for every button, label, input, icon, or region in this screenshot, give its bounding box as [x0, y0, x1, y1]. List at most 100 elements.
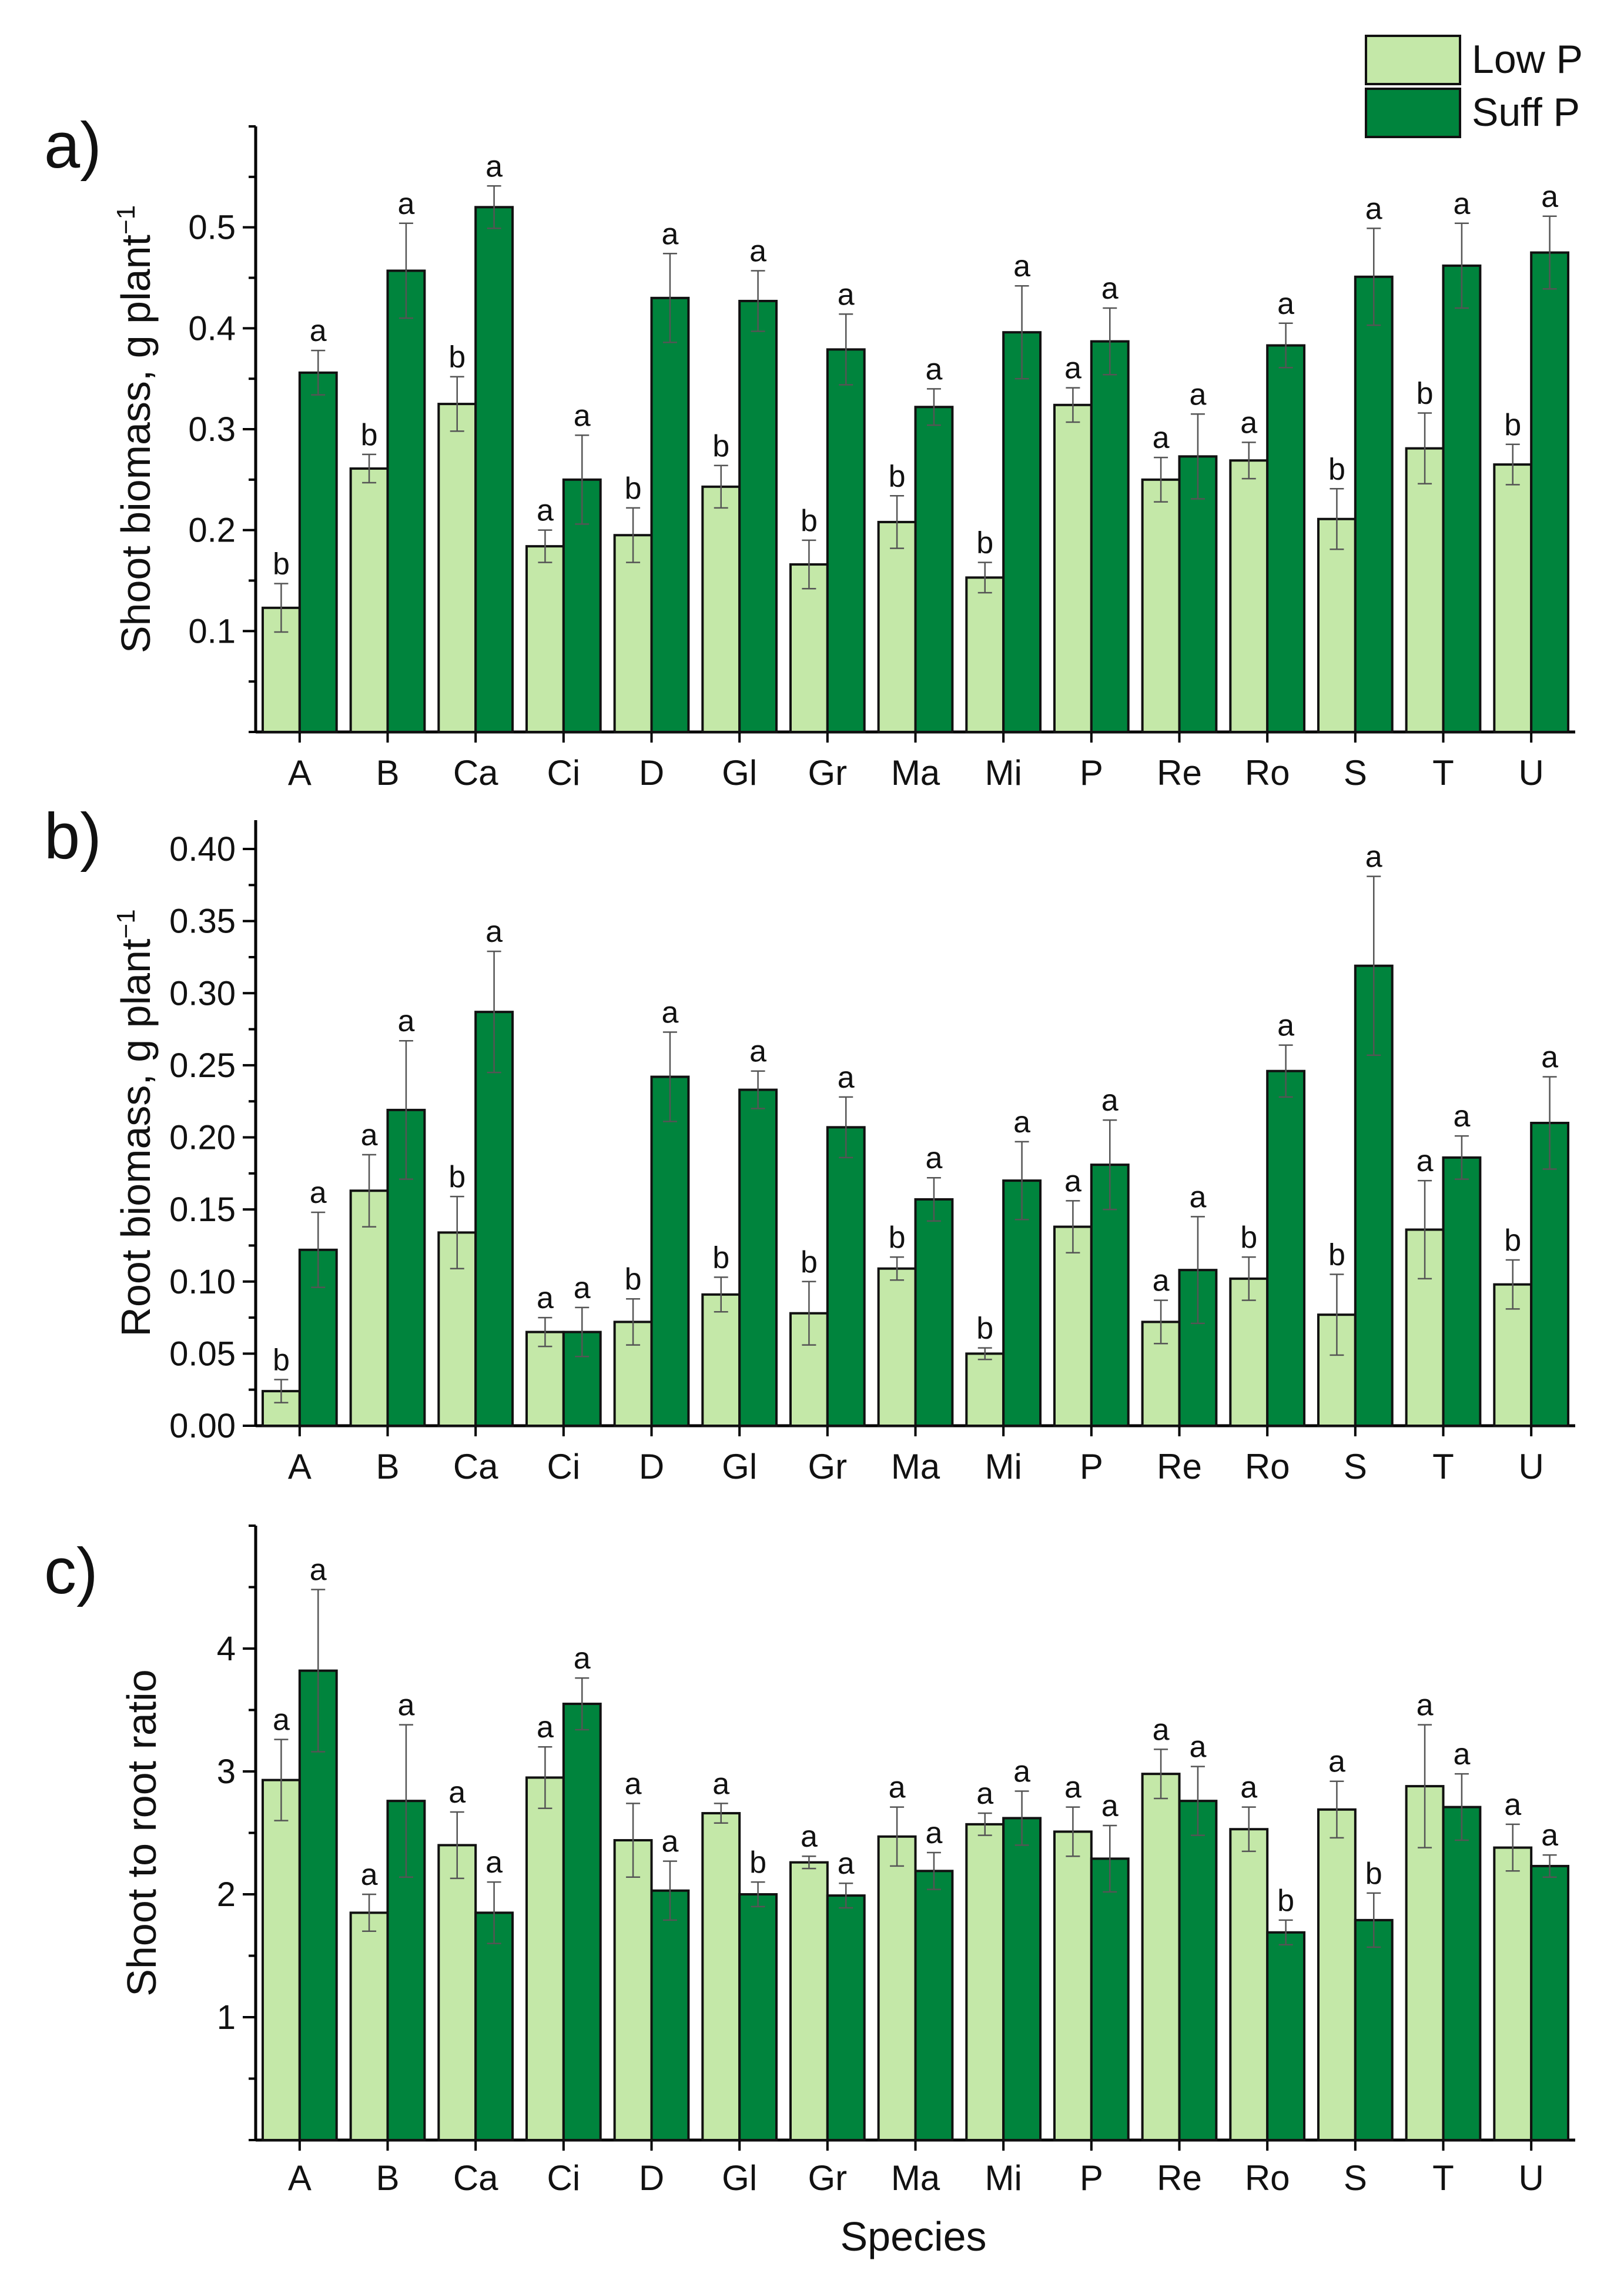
significance-letter: a [1277, 287, 1294, 321]
y-tick-label: 0.30 [169, 974, 236, 1012]
significance-letter: b [976, 1312, 993, 1346]
significance-letter: b [1365, 1857, 1382, 1891]
y-tick-label: 0.4 [188, 309, 236, 347]
bar-suff-p-s [1354, 1918, 1394, 2141]
category-label: B [376, 1447, 399, 1486]
category-label: Mi [985, 2158, 1022, 2198]
significance-letter: a [1277, 1009, 1294, 1043]
legend-suff-swatch [1365, 88, 1461, 138]
category-label: D [639, 753, 664, 793]
significance-letter: a [1240, 406, 1257, 440]
y-tick-label: 2 [217, 1876, 236, 1914]
bar-suff-p-ro [1266, 1069, 1306, 1427]
significance-letter: a [889, 1771, 906, 1805]
chart-panel-2: b)Root biomass, g plant−1 0.00 0.05 0.10 0.1… [44, 800, 1575, 1486]
bar-suff-p-p [1090, 1857, 1130, 2141]
category-label: Re [1157, 1447, 1202, 1486]
category-label: Gr [808, 753, 848, 793]
bar-low-p-gl [701, 1812, 741, 2142]
bar-suff-p-u [1530, 251, 1570, 734]
category-label: T [1432, 1447, 1454, 1486]
bar-low-p-ma [877, 1835, 917, 2141]
y-tick-label: 1 [217, 1998, 236, 2037]
category-label: Gl [722, 1447, 757, 1486]
bar-suff-p-d [650, 296, 690, 734]
bar-suff-p-d [650, 1075, 690, 1427]
significance-letter: b [1240, 1221, 1257, 1255]
chart-panel-3: c)Shoot to root ratio1234AaaBaaCaaaCiaaD… [44, 1525, 1575, 2198]
significance-letter: a [1101, 1084, 1119, 1118]
significance-letter: a [1453, 1737, 1470, 1771]
chart-panel-1: a)Shoot biomass, g plant−1 0.1 0.2 0.3 0.4 0.… [44, 109, 1575, 793]
significance-letter: b [801, 1245, 818, 1279]
significance-letter: a [1328, 1745, 1345, 1779]
bar-low-p-re [1141, 478, 1181, 733]
y-tick-label: 4 [217, 1630, 236, 1668]
significance-letter: b [1328, 452, 1345, 486]
significance-letter: a [1417, 1689, 1434, 1723]
y-tick-label: 0.5 [188, 209, 236, 247]
bar-low-p-a [261, 606, 301, 733]
bar-suff-p-t [1442, 1156, 1482, 1427]
significance-letter: b [1504, 408, 1521, 442]
category-label: Ro [1245, 753, 1290, 793]
y-tick-label: 0.00 [169, 1407, 236, 1445]
significance-letter: a [1013, 1754, 1030, 1788]
y-tick-label: 0.25 [169, 1047, 236, 1085]
category-label: Ro [1245, 2158, 1290, 2198]
significance-letter: a [838, 1847, 855, 1881]
bar-low-p-p [1053, 1830, 1093, 2141]
bar-low-p-ro [1229, 1828, 1269, 2141]
category-label: Mi [985, 1447, 1022, 1486]
y-tick-label: 3 [217, 1753, 236, 1791]
significance-letter: a [976, 1777, 993, 1811]
significance-letter: a [661, 1825, 678, 1859]
significance-letter: a [1064, 1771, 1081, 1805]
significance-letter: a [537, 1710, 554, 1744]
bar-low-p-gl [701, 1293, 741, 1427]
category-label: S [1344, 1447, 1367, 1486]
category-label: D [639, 1447, 664, 1486]
significance-letter: a [1365, 192, 1382, 226]
category-label: U [1518, 1447, 1543, 1486]
category-label: P [1080, 2158, 1103, 2198]
bar-suff-p-ca [474, 206, 514, 734]
bar-suff-p-gl [738, 299, 778, 733]
significance-letter: a [537, 1281, 554, 1315]
y-tick-label: 0.20 [169, 1119, 236, 1157]
category-label: Ci [547, 753, 580, 793]
significance-letter: b [749, 1846, 766, 1880]
significance-letter: a [925, 1816, 942, 1850]
significance-letter: a [1541, 1041, 1558, 1075]
significance-letter: a [1101, 272, 1119, 306]
bar-suff-p-t [1442, 264, 1482, 733]
bar-suff-p-ma [914, 406, 954, 733]
bar-low-p-ca [437, 1844, 477, 2141]
legend: Low P Suff P [1365, 35, 1583, 138]
significance-letter: a [310, 314, 327, 348]
bar-suff-p-s [1354, 275, 1394, 733]
bar-suff-p-p [1090, 340, 1130, 733]
bar-suff-p-u [1530, 1864, 1570, 2141]
y-tick-label: 0.15 [169, 1191, 236, 1229]
significance-letter: a [1541, 180, 1558, 214]
bar-suff-p-gr [826, 348, 866, 733]
bar-low-p-t [1405, 1785, 1445, 2142]
bar-suff-p-ro [1266, 344, 1306, 733]
category-label: Ro [1245, 1447, 1290, 1486]
category-label: Ma [891, 1447, 940, 1486]
significance-letter: a [625, 1767, 642, 1801]
bar-low-p-ci [525, 545, 565, 734]
significance-letter: a [1240, 1771, 1257, 1805]
y-tick-label: 0.2 [188, 512, 236, 550]
y-tick-label: 0.05 [169, 1335, 236, 1373]
significance-letter: b [976, 526, 993, 560]
bar-low-p-p [1053, 1225, 1093, 1427]
category-label: P [1080, 753, 1103, 793]
bar-low-p-ci [525, 1776, 565, 2141]
category-label: S [1344, 2158, 1367, 2198]
significance-letter: a [574, 399, 591, 433]
bar-suff-p-a [298, 371, 338, 733]
significance-letter: a [1453, 187, 1470, 221]
